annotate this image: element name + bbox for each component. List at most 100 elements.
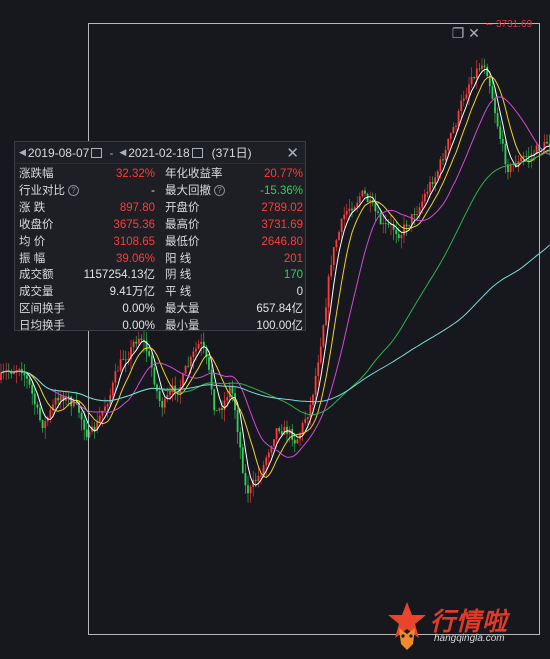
close-icon[interactable]: ✕ [468, 25, 480, 41]
candle-body [522, 155, 525, 158]
candle-body [39, 407, 41, 421]
candle-body [72, 401, 75, 407]
candle-body [530, 153, 533, 157]
stat-value: - [151, 184, 155, 197]
candle-body [491, 86, 494, 99]
help-icon[interactable]: ? [68, 184, 79, 196]
day-count: (371日) [211, 146, 252, 160]
candle-body [525, 155, 528, 157]
candle-body [548, 143, 550, 147]
stat-label: 最小量 [165, 320, 200, 333]
stat-label: 年化收益率 [165, 168, 223, 180]
candle-body [265, 457, 268, 466]
candle-body [192, 351, 195, 357]
candles [0, 57, 550, 503]
date-separator: - [109, 145, 114, 160]
candle-body [452, 126, 455, 134]
stat-value: 32.32% [115, 168, 155, 180]
candle-body [44, 421, 47, 429]
candle-body [78, 402, 80, 413]
stat-value: 2789.02 [261, 201, 303, 214]
candle-body [197, 344, 200, 349]
window-icon[interactable]: ❐ [451, 25, 465, 41]
candle-body [267, 452, 270, 458]
candle-body [319, 346, 322, 363]
stat-label: 成交量 [19, 286, 54, 299]
candle-body [275, 428, 278, 440]
candle-body [260, 475, 262, 477]
candle-body [273, 439, 275, 447]
end-date[interactable]: 2021-02-18 [128, 145, 190, 160]
stat-value: 1157254.13亿 [83, 269, 155, 282]
candle-body [543, 141, 546, 151]
start-prev-arrow-icon[interactable]: ◀ [19, 147, 26, 157]
stats-row: 行业对比? - 最大回撤? -15.36% [15, 183, 305, 200]
candle-body [184, 365, 187, 374]
start-calendar-icon[interactable] [91, 147, 103, 158]
candle-body [447, 138, 450, 150]
stat-value: 170 [283, 269, 303, 282]
panel-close-icon[interactable]: ✕ [286, 145, 299, 162]
stat-value: 20.77% [263, 168, 303, 180]
candle-body [124, 359, 127, 361]
candle-body [343, 214, 346, 219]
candle-body [161, 400, 164, 408]
candle-body [104, 406, 106, 411]
candle-body [41, 420, 44, 429]
candle-body [80, 412, 83, 420]
candle-body [286, 426, 288, 434]
candle-body [57, 397, 60, 401]
help-icon[interactable]: ? [214, 184, 225, 196]
candle-body [439, 159, 442, 172]
stat-value: 100.00亿 [256, 320, 303, 333]
candle-body [377, 211, 379, 213]
candle-body [475, 68, 478, 79]
candle-body [348, 208, 351, 211]
stats-row: 均 价 3108.65 最低价 2646.80 [15, 234, 305, 251]
end-prev-arrow-icon[interactable]: ◀ [119, 147, 127, 157]
stat-value: 3108.65 [113, 235, 155, 248]
candle-body [135, 341, 138, 344]
watermark-brand: 行情啦 [430, 608, 509, 636]
candle-body [189, 356, 192, 366]
candle-body [249, 486, 252, 494]
candle-body [23, 373, 26, 376]
candle-body [145, 340, 148, 352]
candle-body [49, 410, 52, 418]
candle-body [431, 182, 434, 184]
candle-body [101, 410, 104, 416]
candle-body [241, 447, 244, 473]
candle-body [527, 155, 530, 157]
stats-row: 涨跌幅 32.32% 年化收益率 20.77% [15, 166, 305, 183]
candle-body [163, 398, 166, 408]
bull-logo-icon [388, 602, 426, 650]
candle-body [67, 395, 70, 397]
candle-body [291, 429, 294, 440]
stat-label: 开盘价 [165, 201, 200, 214]
candle-body [325, 307, 327, 326]
candle-body [36, 404, 39, 408]
candle-body [132, 341, 135, 348]
candle-body [444, 149, 447, 161]
candle-body [486, 66, 489, 77]
candle-body [499, 126, 502, 139]
candle-body [301, 422, 304, 434]
stats-row: 成交额 1157254.13亿阴 线 170 [15, 267, 305, 284]
candle-body [18, 368, 21, 370]
candle-body [379, 212, 382, 225]
candle-body [88, 431, 91, 438]
stat-value: 9.41万亿 [109, 286, 155, 299]
stat-label: 平 线 [165, 286, 192, 299]
candle-body [166, 394, 169, 399]
end-calendar-icon[interactable] [191, 147, 203, 158]
candle-body [228, 386, 231, 398]
candle-body [356, 202, 359, 208]
candle-body [470, 76, 473, 85]
candle-body [382, 223, 385, 225]
start-date[interactable]: 2019-08-07 [27, 145, 90, 160]
candle-body [353, 207, 356, 211]
candle-body [70, 396, 73, 407]
candle-body [460, 100, 463, 112]
candle-body [384, 223, 387, 224]
